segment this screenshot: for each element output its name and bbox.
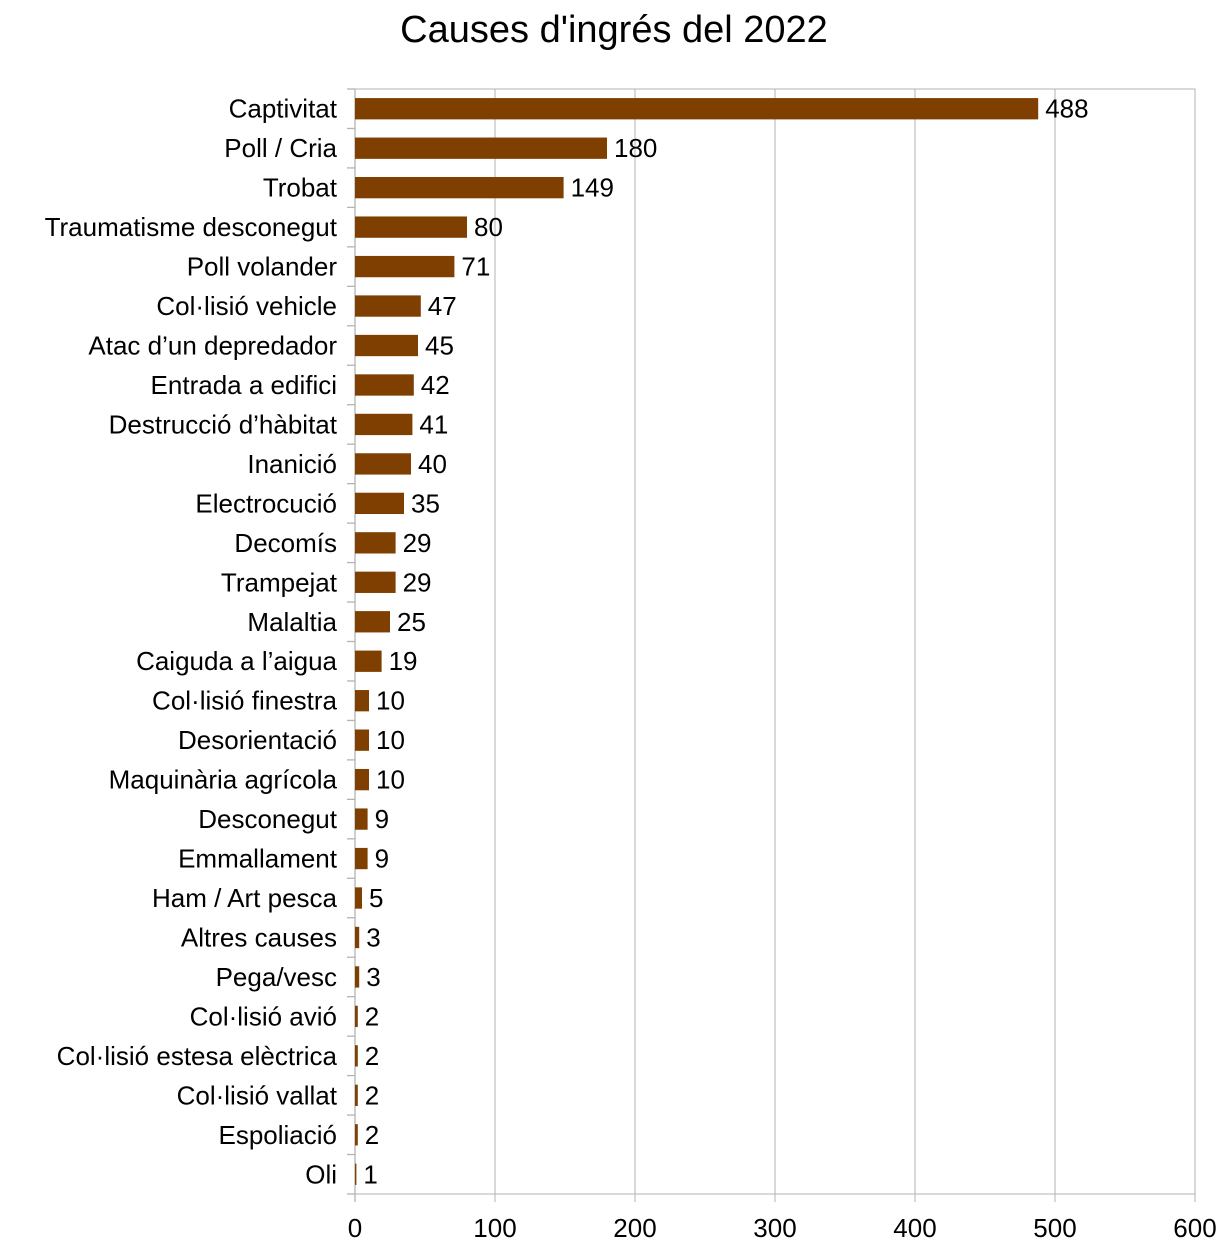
category-label: Maquinària agrícola: [109, 765, 338, 795]
bar: [355, 98, 1039, 120]
category-label: Electrocució: [195, 488, 337, 518]
bar: [355, 1045, 358, 1067]
data-label: 2: [365, 1041, 379, 1071]
bar: [355, 216, 467, 238]
bar: [355, 413, 413, 436]
x-tick-label: 200: [613, 1213, 656, 1243]
category-label: Col·lisió avió: [190, 1001, 337, 1031]
category-label: Atac d’un depredador: [88, 331, 337, 361]
data-label: 9: [375, 844, 389, 874]
category-label: Ham / Art pesca: [152, 883, 337, 913]
category-label: Col·lisió estesa elèctrica: [57, 1041, 338, 1071]
bar: [355, 571, 396, 593]
bar: [355, 177, 564, 199]
bar: [355, 137, 607, 159]
bar: [355, 255, 455, 278]
x-tick-label: 0: [348, 1213, 362, 1243]
data-label: 10: [376, 765, 405, 795]
category-label: Captivitat: [229, 94, 338, 124]
category-label: Entrada a edifici: [151, 370, 337, 400]
bar: [355, 453, 411, 475]
bar: [355, 1005, 358, 1028]
category-label: Poll / Cria: [224, 133, 337, 163]
data-label: 45: [425, 331, 454, 361]
bar: [355, 1163, 357, 1185]
bar: [355, 492, 404, 515]
x-tick-label: 400: [893, 1213, 936, 1243]
category-label: Desconegut: [198, 804, 338, 834]
data-label: 29: [403, 528, 432, 558]
data-label: 29: [403, 567, 432, 597]
category-label: Trobat: [263, 173, 338, 203]
category-label: Oli: [305, 1159, 337, 1189]
bar: [355, 847, 368, 870]
data-label: 47: [428, 291, 457, 321]
category-label: Desorientació: [178, 725, 337, 755]
data-label: 180: [614, 133, 657, 163]
bars: [355, 98, 1039, 1185]
data-label: 19: [389, 646, 418, 676]
data-label: 5: [369, 883, 383, 913]
bar: [355, 334, 418, 357]
value-labels: 4881801498071474542414035292925191010109…: [363, 94, 1088, 1190]
bar: [355, 1124, 358, 1146]
bar: [355, 729, 369, 751]
bar: [355, 808, 368, 830]
category-label: Malaltia: [247, 607, 337, 637]
x-tick-label: 300: [753, 1213, 796, 1243]
category-label: Altres causes: [181, 922, 337, 952]
data-label: 2: [365, 1080, 379, 1110]
category-label: Col·lisió vehicle: [156, 291, 337, 321]
bar: [355, 966, 360, 988]
data-label: 10: [376, 725, 405, 755]
bar: [355, 690, 369, 712]
bar: [355, 611, 390, 633]
data-label: 35: [411, 488, 440, 518]
data-label: 488: [1045, 94, 1088, 124]
bar: [355, 1084, 358, 1106]
data-label: 1: [363, 1159, 377, 1189]
category-label: Decomís: [234, 528, 337, 558]
category-label: Caiguda a l’aigua: [136, 646, 337, 676]
data-label: 41: [419, 409, 448, 439]
category-label: Traumatisme desconegut: [45, 212, 338, 242]
category-label: Poll volander: [187, 252, 338, 282]
data-label: 71: [461, 252, 490, 282]
category-label: Col·lisió vallat: [177, 1080, 338, 1110]
bar: [355, 374, 414, 396]
bar: [355, 295, 421, 317]
x-tick-label: 600: [1173, 1213, 1216, 1243]
data-label: 3: [366, 922, 380, 952]
data-label: 149: [571, 173, 614, 203]
category-label: Emmallament: [178, 844, 338, 874]
category-label: Destrucció d’hàbitat: [109, 409, 338, 439]
data-label: 3: [366, 962, 380, 992]
bar: [355, 926, 360, 949]
category-label: Inanició: [247, 449, 337, 479]
x-tick-label: 500: [1033, 1213, 1076, 1243]
data-label: 40: [418, 449, 447, 479]
chart-title: Causes d'ingrés del 2022: [400, 9, 828, 51]
category-label: Espoliació: [218, 1120, 337, 1150]
data-label: 2: [365, 1001, 379, 1031]
category-label: Trampejat: [221, 567, 338, 597]
data-label: 2: [365, 1120, 379, 1150]
x-tick-label: 100: [473, 1213, 516, 1243]
bar: [355, 887, 362, 909]
data-label: 80: [474, 212, 503, 242]
data-label: 9: [375, 804, 389, 834]
data-label: 42: [421, 370, 450, 400]
data-label: 25: [397, 607, 426, 637]
bar: [355, 650, 382, 672]
x-tick-labels: 0 100 200 300 400 500 600: [348, 1213, 1217, 1243]
bar: [355, 768, 369, 791]
category-label: Pega/vesc: [216, 962, 337, 992]
category-label: Col·lisió finestra: [152, 686, 337, 716]
category-labels: Captivitat Poll / Cria Trobat Traumatisme d…: [45, 94, 338, 1190]
data-label: 10: [376, 686, 405, 716]
bar: [355, 532, 396, 554]
